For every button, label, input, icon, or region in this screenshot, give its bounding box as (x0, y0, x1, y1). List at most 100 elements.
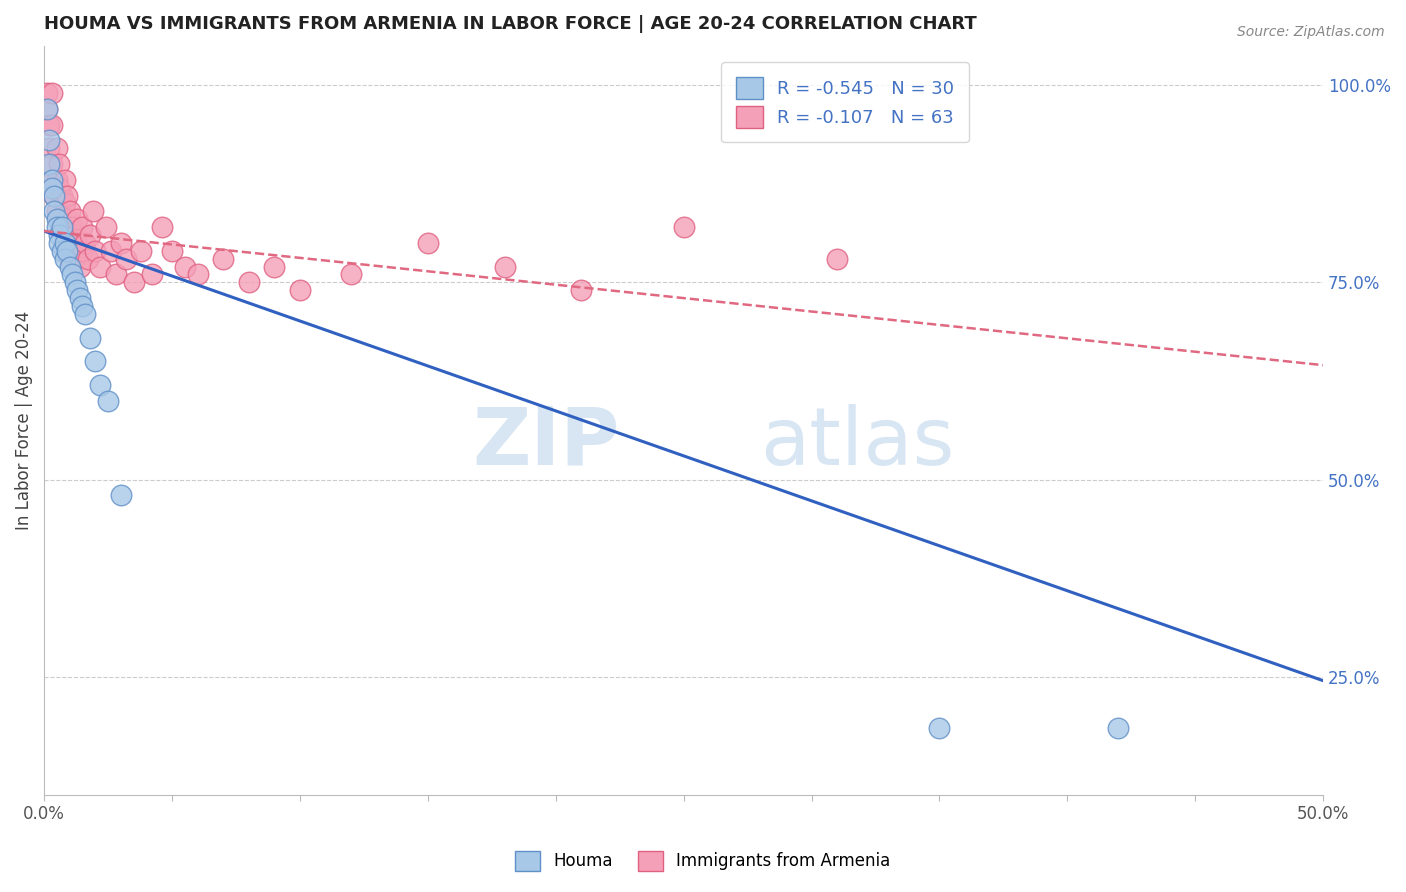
Point (79, 330, 101, 344)
Point (66, 212, 89, 227)
Text: ZIP: ZIP (472, 404, 620, 482)
Point (569, 283, 592, 297)
Point (84, 354, 107, 368)
Point (44, 188, 66, 202)
Point (63, 227, 86, 242)
Point (38, 133, 60, 147)
Point (45, 204, 67, 219)
Point (84, 244, 107, 258)
Point (1108, 721, 1130, 735)
Point (340, 268, 363, 282)
Point (59, 252, 82, 266)
Point (79, 227, 101, 242)
Point (173, 260, 195, 274)
Point (60, 268, 83, 282)
Point (63, 252, 86, 266)
Point (104, 268, 127, 282)
Point (41, 173, 63, 187)
Point (51, 220, 73, 235)
Point (44, 204, 66, 219)
Point (60, 220, 83, 235)
Point (72, 220, 94, 235)
Point (100, 244, 122, 258)
Point (45, 141, 67, 155)
Point (131, 244, 153, 258)
Point (59, 227, 82, 242)
Point (45, 212, 67, 227)
Point (141, 268, 163, 282)
Point (238, 276, 260, 290)
Point (44, 173, 66, 187)
Point (48, 235, 70, 250)
Point (150, 220, 173, 235)
Point (48, 227, 70, 242)
Point (38, 118, 60, 132)
Y-axis label: In Labor Force | Age 20-24: In Labor Force | Age 20-24 (15, 310, 32, 530)
Point (41, 86, 63, 100)
Point (110, 235, 132, 250)
Point (45, 173, 67, 187)
Point (41, 118, 63, 132)
Point (63, 276, 86, 290)
Point (48, 212, 70, 227)
Point (94, 220, 117, 235)
Point (160, 244, 183, 258)
Text: Source: ZipAtlas.com: Source: ZipAtlas.com (1237, 25, 1385, 39)
Point (672, 220, 695, 235)
Point (53, 252, 76, 266)
Point (66, 283, 89, 297)
Point (44, 188, 66, 202)
Point (59, 204, 82, 219)
Point (97, 393, 120, 408)
Point (56, 244, 79, 258)
Point (69, 291, 91, 305)
Point (110, 488, 132, 502)
Point (263, 260, 285, 274)
Point (35, 86, 58, 100)
Point (825, 252, 848, 266)
Point (187, 268, 209, 282)
Point (51, 220, 73, 235)
Point (45, 220, 67, 235)
Point (53, 227, 76, 242)
Point (51, 244, 73, 258)
Point (72, 299, 94, 313)
Point (115, 252, 138, 266)
Point (76, 252, 98, 266)
Point (60, 244, 83, 258)
Point (122, 276, 145, 290)
Text: atlas: atlas (761, 404, 955, 482)
Point (41, 180, 63, 194)
Point (48, 157, 70, 171)
Point (928, 721, 950, 735)
Point (494, 260, 516, 274)
Point (56, 188, 79, 202)
Point (89, 377, 111, 392)
Point (72, 244, 94, 258)
Text: HOUMA VS IMMIGRANTS FROM ARMENIA IN LABOR FORCE | AGE 20-24 CORRELATION CHART: HOUMA VS IMMIGRANTS FROM ARMENIA IN LABO… (44, 15, 977, 33)
Point (82, 204, 104, 219)
Point (51, 188, 73, 202)
Point (59, 260, 82, 274)
Point (288, 283, 311, 297)
Point (53, 235, 76, 250)
Point (41, 157, 63, 171)
Point (53, 173, 76, 187)
Point (73, 307, 96, 321)
Legend: R = -0.545   N = 30, R = -0.107   N = 63: R = -0.545 N = 30, R = -0.107 N = 63 (721, 62, 969, 143)
Point (35, 102, 58, 116)
Point (73, 235, 96, 250)
Point (56, 212, 79, 227)
Point (38, 141, 60, 155)
Point (212, 252, 235, 266)
Point (48, 180, 70, 194)
Point (35, 102, 58, 116)
Point (69, 260, 91, 274)
Point (416, 235, 439, 250)
Point (89, 260, 111, 274)
Point (38, 157, 60, 171)
Point (53, 196, 76, 211)
Legend: Houma, Immigrants from Armenia: Houma, Immigrants from Armenia (508, 842, 898, 880)
Point (66, 235, 89, 250)
Point (56, 244, 79, 258)
